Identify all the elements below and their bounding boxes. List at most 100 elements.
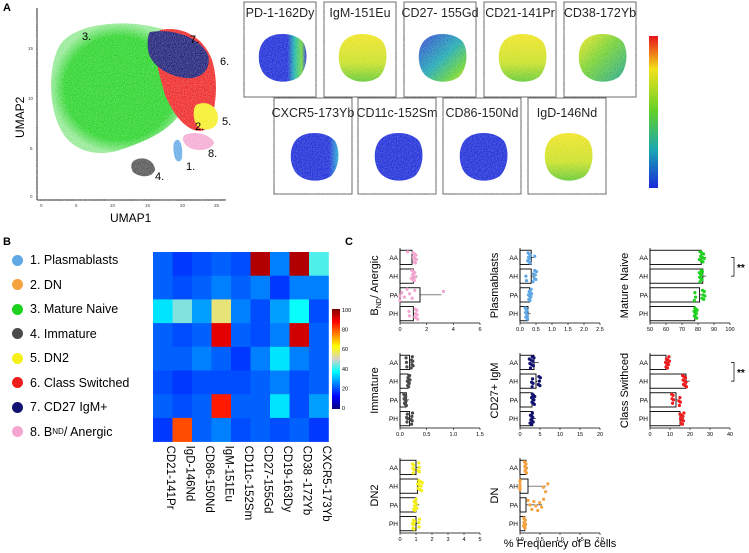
legend-swatch	[12, 303, 23, 315]
data-point	[677, 399, 681, 403]
heatmap-column-label: CD38 -172Yb	[300, 446, 312, 516]
group-label: AH	[509, 379, 518, 386]
data-point	[698, 275, 702, 279]
heatmap-cell	[289, 323, 310, 348]
data-point	[411, 471, 415, 475]
umap-xtick: 15	[145, 203, 151, 208]
x-tick-label: 1.0	[548, 327, 556, 333]
umap-xtick: 0	[40, 203, 43, 208]
x-tick-label: 0.5	[532, 327, 540, 333]
x-tick-label: 1.5	[564, 327, 572, 333]
data-point	[526, 498, 530, 502]
group-label: AH	[509, 484, 518, 491]
legend-item: 2. DN	[12, 277, 62, 293]
x-tick-label: 10	[667, 432, 673, 438]
x-tick-label: 3	[446, 537, 449, 543]
data-point	[523, 464, 527, 468]
bar-subplot: 0 1 2 3 4 5 AA AH PA PH DN2	[369, 458, 482, 543]
data-point	[538, 501, 542, 505]
x-tick-label: 100	[725, 327, 734, 333]
legend-swatch	[12, 254, 23, 266]
group-label: PA	[640, 397, 649, 404]
subplot-y-label: Class Swithced	[619, 353, 631, 428]
heatmap-cell	[192, 275, 212, 300]
subplot-y-label: DN2	[369, 484, 381, 506]
group-label: AA	[509, 360, 518, 367]
group-label: PH	[389, 416, 398, 423]
data-point	[410, 462, 415, 466]
data-point	[417, 478, 421, 483]
data-point	[667, 355, 671, 359]
heatmap-cell	[153, 252, 173, 276]
data-point	[530, 392, 534, 396]
group-label: AA	[639, 360, 648, 367]
bar	[399, 249, 413, 265]
group-label: AA	[639, 255, 648, 262]
data-point	[414, 497, 418, 501]
group-label: PH	[509, 311, 518, 318]
data-point	[409, 276, 413, 280]
data-point	[412, 260, 416, 264]
colorbar-tick: 100	[342, 308, 351, 314]
heatmap-cell	[270, 299, 290, 324]
data-point	[413, 288, 417, 292]
data-point	[524, 279, 529, 283]
data-point	[521, 524, 526, 528]
data-point	[524, 315, 528, 319]
bar	[649, 268, 704, 284]
bar	[649, 373, 687, 389]
group-label: AH	[389, 274, 398, 281]
data-point	[409, 358, 414, 362]
heatmap-cell	[309, 275, 329, 300]
x-tick-label: 60	[663, 327, 669, 333]
data-point	[408, 373, 412, 378]
data-point	[532, 276, 536, 280]
group-label: AA	[389, 360, 398, 367]
data-point	[405, 379, 409, 383]
data-point	[410, 355, 414, 359]
cluster-label-8: 8.	[208, 148, 217, 160]
data-point	[413, 315, 417, 319]
x-tick-label: 30	[707, 432, 713, 438]
legend-item: 4. Immature	[12, 326, 97, 342]
subplot-y-label: Mature Naive	[619, 253, 631, 318]
umap-ytick: 0	[30, 194, 33, 199]
data-point	[537, 379, 542, 383]
data-point	[528, 366, 533, 370]
heatmap-cell	[289, 275, 310, 300]
data-point	[522, 516, 526, 520]
data-point	[532, 499, 536, 504]
data-point	[410, 522, 415, 526]
heatmap-cell	[172, 275, 193, 300]
colorbar-tick: 40	[342, 367, 348, 373]
umap-xtick: 20	[180, 203, 186, 208]
data-point	[402, 401, 407, 405]
colorbar-tick: 20	[342, 386, 348, 392]
bar	[519, 373, 537, 389]
data-point	[697, 271, 701, 275]
data-point	[700, 288, 705, 292]
heatmap-cell	[172, 417, 193, 442]
bar	[519, 392, 533, 408]
data-point	[678, 417, 683, 421]
data-point	[411, 518, 415, 522]
x-tick-label: 50	[647, 327, 653, 333]
data-point	[693, 295, 698, 299]
subplot-y-label: BND/ Anergic	[369, 255, 383, 316]
significance-bracket: **	[731, 362, 745, 382]
heatmap-cell	[153, 323, 173, 348]
colorbar-tick: 60	[342, 347, 348, 353]
x-tick-label: 0.0	[396, 432, 404, 438]
group-label: AA	[389, 255, 398, 262]
umap-ytick: 10	[28, 96, 34, 101]
expression-colorbar	[649, 36, 658, 188]
heatmap-column-label: CD27-155Gd	[261, 446, 273, 514]
x-tick-label: 0.0	[516, 327, 524, 333]
heatmap-cell	[270, 275, 290, 300]
heatmap-cell	[309, 299, 329, 324]
data-point	[678, 412, 682, 416]
group-label: PA	[390, 502, 399, 509]
heatmap-cell	[289, 252, 310, 276]
data-point	[527, 289, 531, 294]
heatmap-cell	[250, 299, 271, 324]
